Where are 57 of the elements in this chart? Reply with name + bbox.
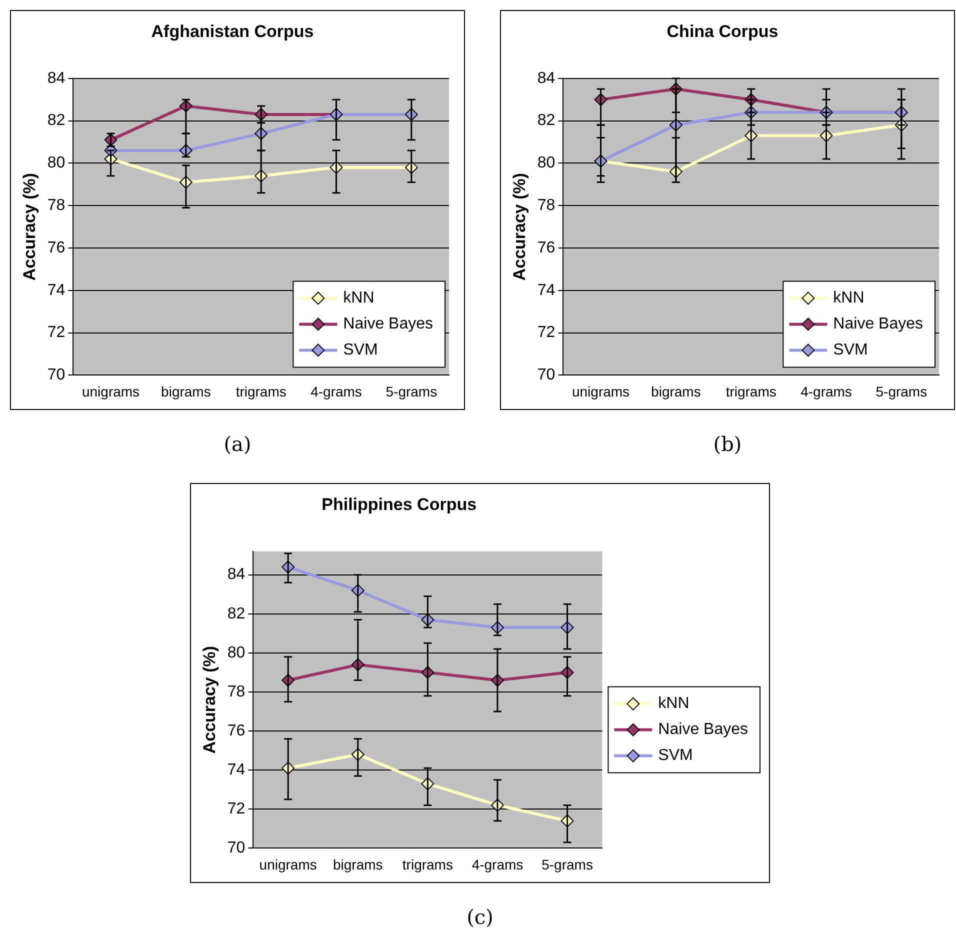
chart-title: Afghanistan Corpus <box>151 22 314 41</box>
legend-label: Naive Bayes <box>658 721 748 738</box>
y-axis-title: Accuracy (%) <box>200 646 219 754</box>
x-tick-label: unigrams <box>259 856 317 872</box>
x-tick-label: 5-grams <box>876 383 928 400</box>
y-axis-title: Accuracy (%) <box>20 172 39 281</box>
y-tick-label: 82 <box>537 112 556 130</box>
y-tick-label: 74 <box>47 282 66 299</box>
x-tick-label: trigrams <box>402 856 453 872</box>
chart-title: Philippines Corpus <box>322 494 477 514</box>
y-tick-label: 82 <box>227 605 246 622</box>
y-tick-label: 70 <box>537 366 556 384</box>
y-tick-label: 80 <box>47 154 66 172</box>
x-tick-label: unigrams <box>572 383 630 400</box>
y-tick-label: 72 <box>227 800 246 818</box>
y-tick-label: 72 <box>47 324 66 342</box>
x-tick-label: unigrams <box>82 383 140 400</box>
y-tick-label: 72 <box>537 324 556 342</box>
legend-label: kNN <box>658 695 690 712</box>
x-tick-label: 4-grams <box>800 383 852 400</box>
legend-label: kNN <box>833 290 864 307</box>
y-tick-label: 78 <box>47 197 66 214</box>
y-tick-label: 70 <box>227 840 246 857</box>
y-axis-title: Accuracy (%) <box>510 172 529 281</box>
y-tick-label: 80 <box>227 644 246 662</box>
x-tick-label: bigrams <box>332 856 383 872</box>
x-tick-label: bigrams <box>651 383 701 400</box>
x-tick-label: 4-grams <box>472 856 524 872</box>
y-tick-label: 84 <box>47 70 66 87</box>
text: (a) <box>222 432 252 456</box>
legend-label: SVM <box>658 747 693 764</box>
text: (b) <box>712 432 743 456</box>
y-tick-label: 74 <box>537 282 556 299</box>
x-tick-label: bigrams <box>161 383 211 400</box>
legend-label: Naive Bayes <box>343 316 434 333</box>
y-tick-label: 84 <box>227 566 246 584</box>
y-tick-label: 70 <box>47 366 66 384</box>
x-tick-label: trigrams <box>236 383 286 400</box>
y-tick-label: 78 <box>537 197 556 214</box>
y-tick-label: 84 <box>537 70 556 87</box>
legend-label: SVM <box>343 342 378 359</box>
y-tick-label: 76 <box>227 722 246 740</box>
legend-label: SVM <box>833 342 868 359</box>
x-tick-label: 4-grams <box>310 383 362 400</box>
y-tick-label: 76 <box>47 239 66 256</box>
y-tick-label: 74 <box>227 762 246 778</box>
y-tick-label: 80 <box>537 154 556 172</box>
text: (c) <box>466 905 494 929</box>
y-tick-label: 82 <box>47 112 66 130</box>
y-tick-label: 76 <box>537 239 556 256</box>
x-tick-label: trigrams <box>726 383 776 400</box>
chart-title: China Corpus <box>666 22 778 41</box>
x-tick-label: 5-grams <box>386 383 438 400</box>
legend-label: kNN <box>343 290 374 307</box>
x-tick-label: 5-grams <box>542 856 593 872</box>
legend-label: Naive Bayes <box>833 316 924 333</box>
y-tick-label: 78 <box>227 683 246 700</box>
